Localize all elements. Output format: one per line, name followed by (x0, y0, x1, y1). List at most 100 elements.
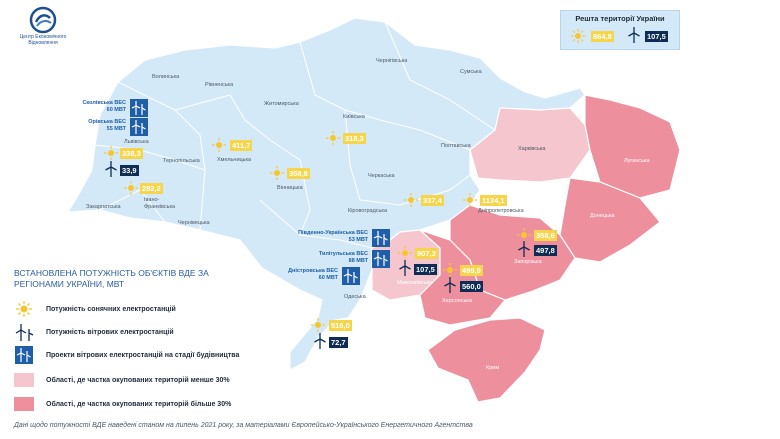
wind-project-icon (15, 346, 33, 364)
region-label: Миколаївська (397, 280, 432, 286)
wind-project-capacity: 60 МВТ (106, 107, 126, 113)
legend-item-wind-project: Проекти вітрових електростанцій на стаді… (14, 346, 239, 364)
wind-project-capacity: 88 МВТ (348, 258, 368, 264)
rest-of-ukraine-title: Решта території України (575, 14, 665, 23)
wind-project-icon (372, 229, 390, 247)
legend-swatch-light-pink (14, 373, 34, 387)
wind-value: 560,0 (460, 281, 483, 292)
wind-project-capacity: 53 МВТ (348, 237, 368, 243)
wind-project-icon (130, 118, 148, 136)
region-label: Чернівецька (178, 220, 210, 226)
region-label: Київська (343, 114, 365, 120)
wind-project-name: Сколівська ВЕС (82, 100, 126, 106)
sun-icon (16, 301, 32, 317)
legend-label: Проекти вітрових електростанцій на стаді… (46, 351, 240, 359)
sun-icon (463, 193, 477, 207)
wind-project: Тилігульська ВЕС 88 МВТ (290, 250, 390, 268)
wind-project-icon (130, 99, 148, 117)
map-region-kherson (419, 229, 506, 326)
solar-value: 337,4 (421, 195, 444, 206)
wind-turbine-icon (314, 333, 326, 349)
rest-of-ukraine-box: Решта території України 864,8 107,5 (560, 10, 680, 50)
region-label: Рівненська (205, 82, 234, 88)
sun-icon (104, 146, 118, 160)
sun-icon (311, 318, 325, 332)
wind-value: 72,7 (329, 337, 348, 348)
region-label: Львівська (124, 139, 149, 145)
region-label: Полтавська (441, 143, 471, 149)
legend-title: ВСТАНОВЛЕНА ПОТУЖНІСТЬ ОБ'ЄКТІВ ВДЕ ЗА Р… (14, 268, 209, 289)
region-label: Вінницька (277, 185, 303, 191)
sun-icon (124, 181, 138, 195)
legend-label: Області, де частка окупованих територій … (46, 400, 232, 408)
wind-project-name: Тилігульська ВЕС (318, 251, 368, 257)
wind-project: Сколівська ВЕС 60 МВТ (66, 99, 148, 117)
solar-value: 338,3 (120, 148, 143, 159)
region-label: Івано-Франківська (144, 197, 176, 210)
legend-label: Потужність вітрових електростанцій (46, 328, 174, 336)
wind-turbine-icon (15, 324, 34, 341)
solar-value: 358,8 (287, 168, 310, 179)
wind-turbine-icon (399, 260, 411, 276)
map-region-luhansk (584, 94, 681, 199)
legend-label: Області, де частка окупованих територій … (46, 376, 230, 384)
wind-project-name: Орівська ВЕС (88, 119, 126, 125)
sun-icon (571, 29, 585, 43)
wind-project-capacity: 60 МВТ (318, 275, 338, 281)
wind-project-capacity: 55 МВТ (106, 126, 126, 132)
region-label: Тернопільська (163, 158, 200, 164)
solar-value: 516,0 (329, 320, 352, 331)
logo: Центр Економічного Відновлення (8, 6, 78, 46)
rest-solar-value: 864,8 (591, 31, 614, 42)
sun-icon (443, 263, 457, 277)
region-label: Закарпатська (86, 204, 121, 210)
wind-turbine-icon (628, 27, 640, 43)
region-label: Житомирська (264, 101, 299, 107)
solar-value: 499,9 (460, 265, 483, 276)
region-borders (94, 21, 496, 249)
wind-project-icon (372, 250, 390, 268)
wind-project-name: Дністровська ВЕС (288, 268, 338, 274)
solar-value: 318,3 (343, 133, 366, 144)
logo-text: Центр Економічного Відновлення (19, 34, 67, 46)
solar-value: 411,7 (230, 140, 253, 151)
region-label: Крим (486, 365, 500, 371)
map-region-unoccupied (66, 17, 586, 371)
sun-icon (326, 131, 340, 145)
region-label: Харківська (518, 146, 546, 152)
region-label: Кіровоградська (348, 208, 387, 214)
sun-icon (398, 246, 412, 260)
region-label: Донецька (590, 213, 615, 219)
region-label: Одеська (344, 294, 366, 300)
sun-icon (404, 193, 418, 207)
map-region-donetsk (559, 177, 661, 263)
region-label: Дніпропетровська (478, 208, 524, 214)
legend-item-solar: Потужність сонячних електростанцій (14, 300, 176, 318)
logo-emblem-icon (29, 6, 57, 34)
region-label: Чернігівська (376, 58, 408, 64)
region-label: Черкаська (368, 173, 395, 179)
region-label: Луганська (624, 158, 650, 164)
region-label: Волинська (152, 74, 180, 80)
legend-item-occupied-over-30: Області, де частка окупованих територій … (14, 395, 231, 413)
legend-item-wind: Потужність вітрових електростанцій (14, 323, 174, 341)
wind-project-icon (342, 267, 360, 285)
footnote: Дані щодо потужності ВДЕ наведені станом… (14, 422, 473, 429)
wind-value: 107,5 (414, 264, 437, 275)
sun-icon (212, 138, 226, 152)
solar-value: 907,3 (415, 248, 438, 259)
wind-value: 33,9 (120, 165, 139, 176)
wind-project: Дністровська ВЕС 60 МВТ (260, 267, 360, 285)
rest-wind-value: 107,5 (645, 31, 668, 42)
region-label: Хмельницька (217, 157, 252, 163)
region-label: Запорізька (514, 259, 542, 265)
wind-turbine-icon (518, 241, 530, 257)
wind-turbine-icon (444, 277, 456, 293)
legend-item-occupied-under-30: Області, де частка окупованих територій … (14, 371, 230, 389)
solar-value: 282,2 (140, 183, 163, 194)
wind-project: Південно-Українська ВЕС 53 МВТ (290, 229, 390, 247)
solar-value: 1134,1 (480, 195, 507, 206)
solar-value: 358,6 (534, 230, 557, 241)
